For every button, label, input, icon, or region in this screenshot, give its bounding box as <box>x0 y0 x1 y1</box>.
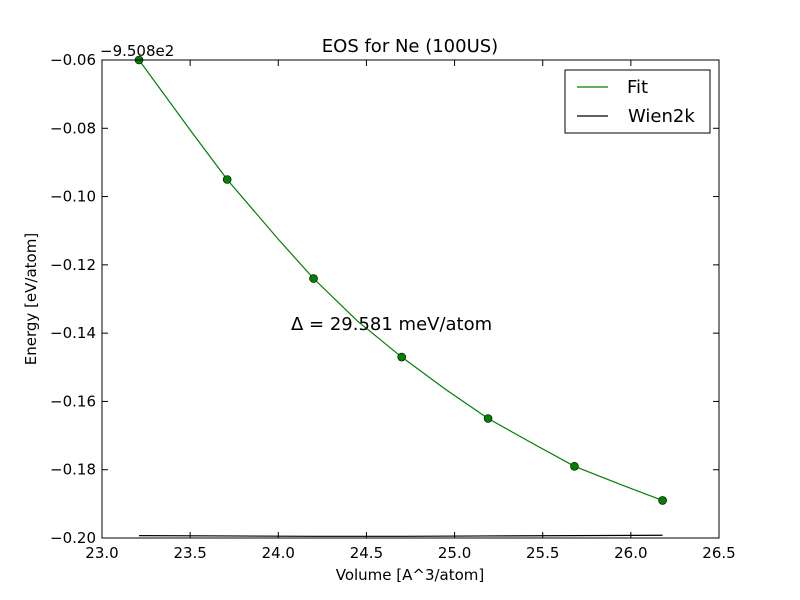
delta-annotation: Δ = 29.581 meV/atom <box>291 314 492 335</box>
axis-ticks: 23.0 23.5 24.0 24.5 25.0 25.5 26.0 26.5 −0.20 −0.… <box>50 51 736 562</box>
y-tick-label: −0.20 <box>50 529 96 547</box>
legend: Fit Wien2k <box>564 69 711 134</box>
legend-box <box>564 69 711 134</box>
y-axis-title: Energy [eV/atom] <box>22 233 40 365</box>
plot-frame <box>101 59 720 539</box>
data-point <box>658 496 667 505</box>
x-tick-label: 25.0 <box>438 544 471 562</box>
y-offset-label: −9.508e2 <box>100 42 174 60</box>
y-tick-label: −0.08 <box>50 119 96 137</box>
y-tick-label: −0.14 <box>50 324 96 342</box>
data-point <box>397 352 406 362</box>
series-line-wien2k <box>139 534 663 537</box>
y-tick-label: −0.06 <box>50 51 96 69</box>
data-point <box>222 175 232 184</box>
x-tick-label: 23.5 <box>173 544 206 562</box>
data-point <box>570 461 579 471</box>
x-tick-label: 24.0 <box>262 544 295 562</box>
y-tick-label: −0.10 <box>50 188 96 206</box>
chart-title: EOS for Ne (100US) <box>322 36 498 57</box>
x-tick-label: 26.0 <box>614 544 647 562</box>
x-tick-label: 25.5 <box>526 544 559 562</box>
x-axis-title: Volume [A^3/atom] <box>336 566 485 584</box>
y-tick-label: −0.18 <box>50 461 96 479</box>
data-point <box>483 414 493 423</box>
plot-area <box>134 55 667 537</box>
x-tick-label: 26.5 <box>702 544 735 562</box>
y-tick-label: −0.16 <box>50 392 96 410</box>
legend-label-fit: Fit <box>627 77 648 98</box>
legend-label-wien2k: Wien2k <box>628 106 695 127</box>
x-tick-label: 23.0 <box>85 544 118 562</box>
data-point <box>309 274 318 283</box>
y-tick-label: −0.12 <box>50 256 96 274</box>
x-tick-label: 24.5 <box>350 544 383 562</box>
